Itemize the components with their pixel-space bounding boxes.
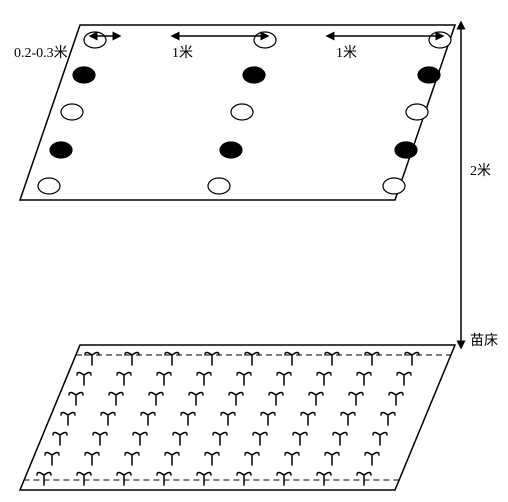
- seedling-icon: [117, 473, 131, 486]
- seedling-icon: [245, 453, 259, 466]
- seedling-icon: [165, 353, 179, 366]
- seedling-icon: [333, 433, 347, 446]
- seedling-icon: [181, 413, 195, 426]
- seedling-icon: [53, 433, 67, 446]
- seedling-icon: [301, 413, 315, 426]
- marker-open: [406, 104, 428, 120]
- label-col-spacing-2: 1米: [336, 42, 357, 62]
- top-plate: [20, 25, 455, 200]
- seedling-icon: [317, 373, 331, 386]
- seedling-icon: [157, 373, 171, 386]
- seedling-icon: [101, 413, 115, 426]
- seedling-icon: [341, 413, 355, 426]
- seedling-icon: [277, 373, 291, 386]
- seedling-icon: [261, 413, 275, 426]
- seedling-icon: [85, 453, 99, 466]
- seedling-icon: [213, 433, 227, 446]
- seedling-icon: [277, 473, 291, 486]
- seedling-icon: [61, 413, 75, 426]
- seedling-icon: [69, 393, 83, 406]
- seedling-icon: [109, 393, 123, 406]
- marker-solid: [220, 142, 242, 158]
- seedbed-outline: [20, 345, 455, 490]
- label-col-spacing-1: 1米: [172, 42, 193, 62]
- seedling-icon: [93, 433, 107, 446]
- seedling-icon: [237, 473, 251, 486]
- label-vertical-gap: 2米: [470, 160, 491, 180]
- seedling-icon: [189, 393, 203, 406]
- seedling-icon: [45, 453, 59, 466]
- seedling-icon: [245, 353, 259, 366]
- marker-solid: [243, 67, 265, 83]
- marker-open: [383, 178, 405, 194]
- seedling-icon: [205, 353, 219, 366]
- marker-solid: [50, 142, 72, 158]
- seedling-icon: [205, 453, 219, 466]
- seedling-icon: [237, 373, 251, 386]
- seedling-icon: [173, 433, 187, 446]
- seedling-icon: [133, 433, 147, 446]
- seedling-icon: [325, 453, 339, 466]
- label-seedbed: 苗床: [470, 330, 498, 350]
- seedling-icon: [357, 473, 371, 486]
- dimension-arrows: [93, 25, 461, 345]
- seedling-icon: [165, 453, 179, 466]
- seedling-grid: [37, 353, 419, 486]
- seedling-icon: [357, 373, 371, 386]
- marker-open: [208, 178, 230, 194]
- seedling-icon: [197, 473, 211, 486]
- seedling-icon: [349, 393, 363, 406]
- seedling-icon: [117, 373, 131, 386]
- seedling-icon: [149, 393, 163, 406]
- seedling-icon: [285, 353, 299, 366]
- marker-open: [84, 32, 106, 48]
- marker-open: [231, 104, 253, 120]
- seedling-icon: [405, 353, 419, 366]
- marker-open: [61, 104, 83, 120]
- seedling-icon: [373, 433, 387, 446]
- seedling-icon: [397, 373, 411, 386]
- marker-solid: [73, 67, 95, 83]
- seedling-icon: [285, 453, 299, 466]
- seedling-icon: [141, 413, 155, 426]
- seedling-icon: [157, 473, 171, 486]
- seedling-icon: [77, 473, 91, 486]
- marker-solid: [418, 67, 440, 83]
- seedling-icon: [85, 353, 99, 366]
- seedling-icon: [197, 373, 211, 386]
- seedling-icon: [229, 393, 243, 406]
- seedling-icon: [269, 393, 283, 406]
- seedling-icon: [221, 413, 235, 426]
- marker-solid: [395, 142, 417, 158]
- seedling-icon: [317, 473, 331, 486]
- seedling-icon: [37, 473, 51, 486]
- marker-open: [38, 178, 60, 194]
- seedling-icon: [381, 413, 395, 426]
- seedling-icon: [77, 373, 91, 386]
- seedling-icon: [125, 453, 139, 466]
- seedling-icon: [365, 453, 379, 466]
- seedling-icon: [309, 393, 323, 406]
- label-gap-small: 0.2-0.3米: [14, 42, 68, 62]
- seedling-icon: [365, 353, 379, 366]
- seedling-icon: [325, 353, 339, 366]
- marker-open: [254, 32, 276, 48]
- marker-open: [429, 32, 451, 48]
- seedling-icon: [293, 433, 307, 446]
- seedling-icon: [253, 433, 267, 446]
- seedling-icon: [125, 353, 139, 366]
- seedling-icon: [389, 393, 403, 406]
- bottom-plate: [20, 345, 455, 490]
